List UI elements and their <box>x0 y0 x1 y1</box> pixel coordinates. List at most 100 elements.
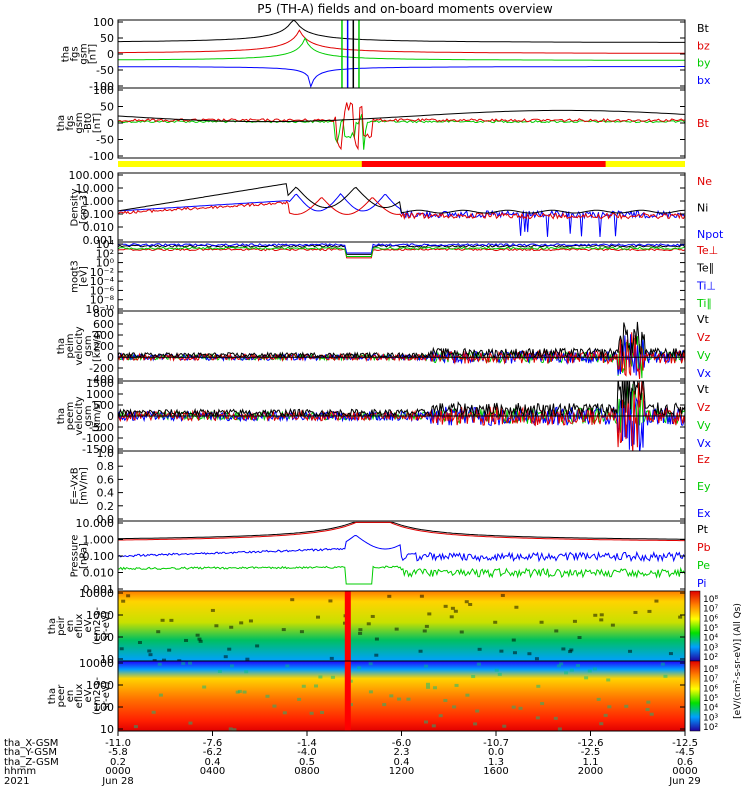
pressure-ytick-label: 0.100 <box>83 550 115 563</box>
peer-speckle <box>497 672 502 676</box>
peir-speckle <box>316 615 321 619</box>
fgs-ytick-label: 100 <box>93 16 114 29</box>
peir-ylabel-line: eV <box>83 619 94 632</box>
pressure-ytick-label: 0.010 <box>83 567 115 580</box>
peer-speckle <box>443 698 448 702</box>
peir-speckle <box>477 647 482 651</box>
fgs-plot-area <box>118 20 685 88</box>
pressure-ylabel-line: [nPa] <box>79 543 90 569</box>
peir-speckle <box>534 657 539 661</box>
peer-speckle <box>406 697 411 701</box>
temp-ytick-label: 10⁰ <box>96 257 115 270</box>
xaxis-row-label: tha_X-GSM <box>4 738 58 749</box>
peir-ylabel-line: tha <box>47 618 58 634</box>
xaxis-tick-value: 0.4 <box>205 757 221 768</box>
peir-speckle <box>119 647 124 651</box>
xaxis-tick-value: 0.0 <box>488 747 504 758</box>
panel-efield: E=-VxB[mV/m] 1.00.80.60.40.20.0 Ez Ey Ex <box>70 447 711 526</box>
peer-speckle <box>559 662 564 666</box>
peir-speckle <box>184 638 189 642</box>
peir-speckle <box>223 655 228 659</box>
peir-speckle <box>512 651 517 655</box>
peim-legend-vt: Vt <box>697 313 710 326</box>
peim-legend-vy: Vy <box>697 349 711 362</box>
peer-speckle <box>476 662 481 666</box>
fgs_dsl-ytick-label: 100 <box>93 84 114 97</box>
peir-speckle <box>633 610 638 614</box>
peer-speckle <box>454 683 459 687</box>
peir-speckle <box>290 598 295 602</box>
peem-ytick-label: 500 <box>93 399 114 412</box>
peer-speckle <box>576 664 581 668</box>
peer-speckle <box>389 694 394 698</box>
peer-speckle <box>424 720 429 724</box>
peer-speckle <box>569 668 574 672</box>
peer-speckle <box>660 662 665 666</box>
peer-speckle <box>368 690 373 694</box>
peir-speckle <box>148 653 153 657</box>
peir-speckle <box>248 619 253 623</box>
peer-speckle <box>202 685 207 689</box>
peem-ytick-label: -500 <box>89 421 114 434</box>
peir-speckle <box>210 608 215 612</box>
xaxis-tick-value: 0800 <box>294 766 319 777</box>
bt-line <box>118 20 685 43</box>
peer-ytick-label: 100 <box>93 701 114 714</box>
peir-ytick-label: 10 <box>100 653 114 666</box>
peir-speckle <box>449 615 454 619</box>
peer-speckle <box>536 684 541 688</box>
peer-speckle <box>133 725 138 729</box>
fgs_dsl-ylabel-line: -Bt0 <box>83 113 94 133</box>
peir-speckle <box>514 605 519 609</box>
fgs_dsl-ytick-label: -50 <box>96 134 114 147</box>
peem-ytick-label: 1000 <box>86 388 114 401</box>
peer-speckle <box>382 703 387 707</box>
figure-title: P5 (TH-A) fields and on-board moments ov… <box>257 2 553 16</box>
peim-ylabel-line: gsm <box>83 335 94 356</box>
temp-ytick-label: 10⁻¹⁰ <box>85 303 114 316</box>
peir-band <box>344 591 351 661</box>
peem-line-2 <box>118 381 685 451</box>
peer-speckle <box>471 675 476 679</box>
fgs_dsl-plot-area <box>118 102 685 151</box>
fgs_dsl-ylabel-line: tha <box>56 115 67 131</box>
pressure-legend-pb: Pb <box>697 541 711 554</box>
peer-speckle <box>157 662 162 666</box>
fgs-legend-bx: bx <box>697 74 711 87</box>
peer-speckle <box>242 690 247 694</box>
peim-ytick-label: 0 <box>107 351 114 364</box>
peer-speckle <box>244 670 249 674</box>
peem-legend-vy: Vy <box>697 419 711 432</box>
xaxis-tick-value: Jun 28 <box>101 776 134 787</box>
peir-speckle <box>654 599 659 603</box>
density-ytick-label: 0.100 <box>83 208 115 221</box>
peir-speckle <box>419 594 424 598</box>
peir-speckle <box>593 613 598 617</box>
xaxis-tick-value: 0.2 <box>110 757 126 768</box>
colorbar-tick-label: 10⁶ <box>703 614 718 624</box>
peim-ylabel-line: tha <box>56 338 67 354</box>
peir-ytick-label: 10000 <box>79 587 114 600</box>
peir-ylabel-line: peir <box>56 615 67 635</box>
peer-speckle <box>557 727 562 731</box>
peer-speckle <box>368 662 373 666</box>
pt-line <box>118 521 685 540</box>
fgs_dsl-ylabel-line: [nT] <box>92 113 103 133</box>
xaxis-tick-value: 1.1 <box>583 757 599 768</box>
peir-speckle <box>126 594 131 598</box>
peim-ytick-label: 800 <box>93 307 114 320</box>
peer-ylabel-line: eV <box>83 689 94 702</box>
peer-speckle <box>232 728 237 731</box>
colorbar-tick-label: 10² <box>703 723 718 733</box>
peir-speckle <box>459 630 464 634</box>
peer-speckle <box>151 710 156 714</box>
temp-ylabel-line: [eV] <box>79 266 90 287</box>
peir-speckle <box>464 600 469 604</box>
peir-speckle <box>628 649 633 653</box>
peem-ylabel-line: gsm <box>83 405 94 426</box>
peer-plot-area <box>118 661 685 731</box>
peim-ytick-label: -200 <box>89 362 114 375</box>
density-ytick-label: 0.010 <box>83 221 115 234</box>
fgs-frame <box>117 19 686 89</box>
